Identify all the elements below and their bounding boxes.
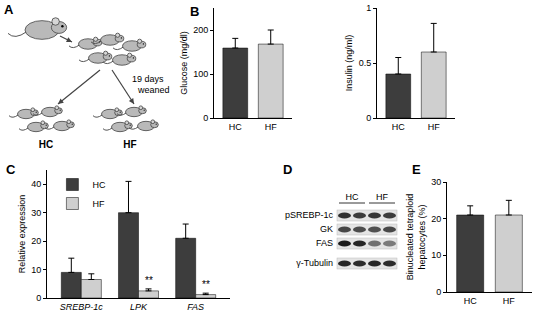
svg-text:Glucose (mg/dl): Glucose (mg/dl)	[179, 31, 189, 95]
svg-text:SREBP-1c: SREBP-1c	[60, 302, 104, 312]
svg-text:HC: HC	[92, 180, 105, 190]
svg-text:0: 0	[36, 293, 41, 303]
svg-text:1: 1	[366, 3, 371, 13]
svg-text:HF: HF	[428, 122, 440, 132]
svg-text:HF: HF	[92, 199, 104, 209]
svg-text:B: B	[190, 4, 199, 19]
svg-text:HF: HF	[503, 296, 515, 306]
svg-text:C: C	[6, 162, 16, 177]
svg-text:10: 10	[31, 265, 41, 275]
svg-text:GK: GK	[320, 224, 333, 234]
svg-text:FAS: FAS	[187, 302, 204, 312]
svg-text:200: 200	[193, 25, 208, 35]
svg-text:HF: HF	[123, 139, 136, 150]
svg-text:pSREBP-1c: pSREBP-1c	[285, 210, 334, 220]
svg-text:HC: HC	[464, 296, 477, 306]
svg-text:HC: HC	[346, 192, 359, 202]
svg-text:Binucleated tetraploidhepatocy: Binucleated tetraploidhepatocytes (%)	[405, 194, 427, 281]
svg-text:0: 0	[203, 113, 208, 123]
svg-text:30: 30	[31, 208, 41, 218]
svg-text:**: **	[145, 275, 153, 286]
svg-text:γ-Tubulin: γ-Tubulin	[296, 258, 333, 268]
svg-text:Relative expression: Relative expression	[17, 195, 27, 274]
svg-text:HF: HF	[265, 122, 277, 132]
svg-text:10: 10	[431, 250, 441, 260]
svg-text:40: 40	[31, 179, 41, 189]
svg-text:Insulin (ng/ml): Insulin (ng/ml)	[344, 35, 354, 92]
svg-text:**: **	[202, 279, 210, 290]
svg-text:D: D	[283, 162, 292, 177]
svg-text:LPK: LPK	[130, 302, 148, 312]
svg-text:0.5: 0.5	[359, 58, 372, 68]
svg-text:HC: HC	[392, 122, 405, 132]
svg-text:0: 0	[436, 287, 441, 297]
svg-text:FAS: FAS	[316, 238, 333, 248]
svg-text:0: 0	[366, 113, 371, 123]
svg-text:weaned: weaned	[137, 85, 170, 95]
svg-text:30: 30	[431, 177, 441, 187]
svg-text:100: 100	[193, 69, 208, 79]
svg-text:20: 20	[31, 236, 41, 246]
svg-text:HF: HF	[376, 192, 388, 202]
svg-text:19 days: 19 days	[132, 74, 164, 84]
svg-text:HC: HC	[39, 139, 53, 150]
svg-text:HC: HC	[229, 122, 242, 132]
svg-text:20: 20	[431, 214, 441, 224]
svg-text:E: E	[412, 162, 421, 177]
svg-text:A: A	[4, 2, 14, 17]
